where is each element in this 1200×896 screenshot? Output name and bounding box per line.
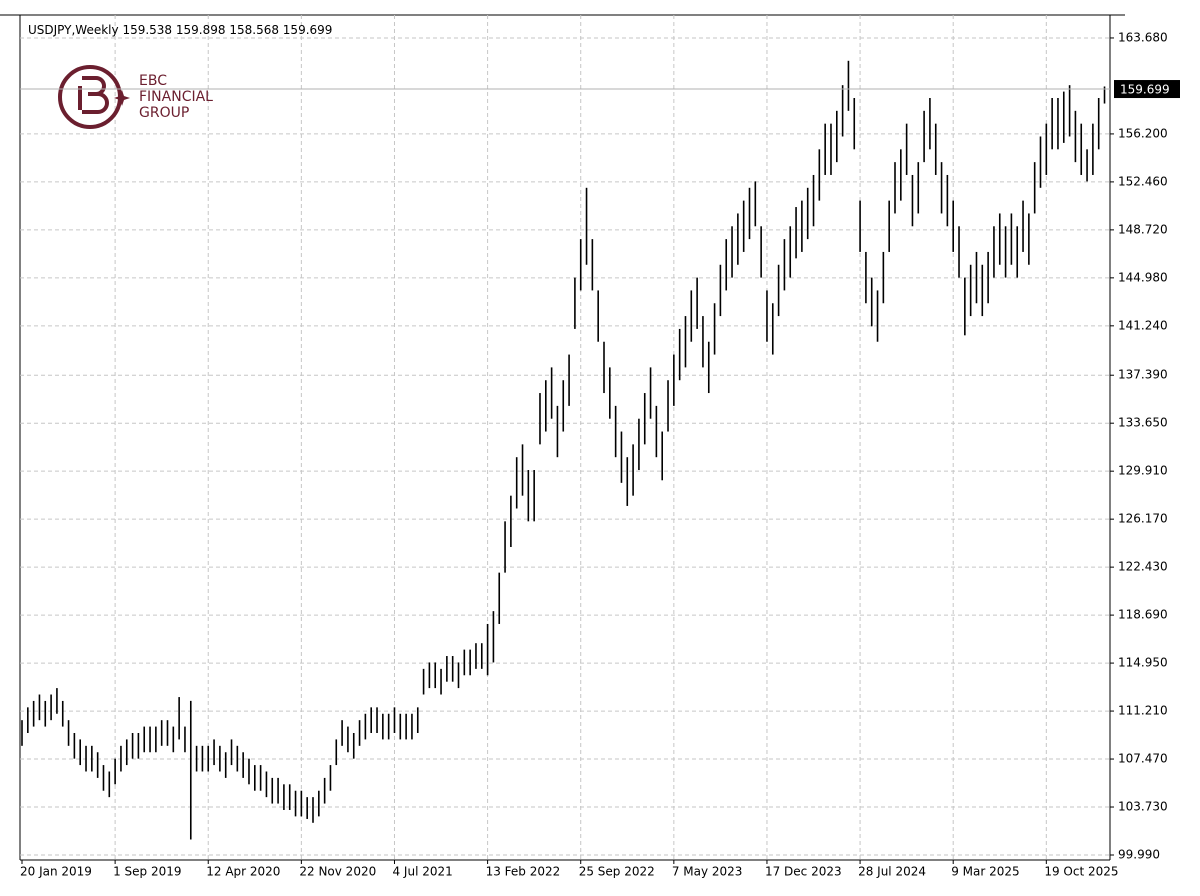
y-tick-label: 107.470 (1118, 752, 1168, 766)
x-tick-label: 1 Sep 2019 (113, 865, 181, 879)
x-tick-label: 9 Mar 2025 (951, 865, 1019, 879)
y-tick-label: 114.950 (1118, 656, 1168, 670)
y-tick-label: 137.390 (1118, 368, 1168, 382)
y-tick-label: 129.910 (1118, 464, 1168, 478)
x-tick-label: 4 Jul 2021 (392, 865, 452, 879)
logo-text: EBC (139, 73, 167, 89)
high: 159.898 (176, 23, 226, 37)
price-label: 159.699 (1120, 83, 1170, 97)
x-tick-label: 20 Jan 2019 (20, 865, 92, 879)
y-tick-label: 163.680 (1118, 30, 1168, 44)
logo-mark (78, 76, 109, 114)
y-tick-label: 99.990 (1118, 847, 1160, 861)
x-tick-label: 25 Sep 2022 (579, 865, 655, 879)
price-label-box (1114, 80, 1180, 99)
bars (21, 60, 1106, 840)
y-tick-label: 152.460 (1118, 174, 1168, 188)
y-tick-label: 133.650 (1118, 416, 1168, 430)
low: 158.568 (229, 23, 279, 37)
y-tick-label: 148.720 (1118, 222, 1168, 236)
y-tick-label: 103.730 (1118, 800, 1168, 814)
header: USDJPY,Weekly 159.538 159.898 158.568 15… (28, 23, 332, 37)
x-tick-label: 13 Feb 2022 (486, 865, 561, 879)
close: 159.699 (283, 23, 333, 37)
x-tick-label: 12 Apr 2020 (206, 865, 280, 879)
logo: EBC FINANCIAL GROUP (58, 65, 213, 129)
y-tick-label: 141.240 (1118, 318, 1168, 332)
x-tick-label: 28 Jul 2024 (858, 865, 926, 879)
y-tick-label: 126.170 (1118, 512, 1168, 526)
y-tick-label: 111.210 (1118, 704, 1168, 718)
y-tick-label: 156.200 (1118, 126, 1168, 140)
x-tick-label: 7 May 2023 (672, 865, 743, 879)
logo-text: FINANCIAL (139, 89, 213, 105)
symbol: USDJPY,Weekly (28, 23, 119, 37)
x-tick-label: 22 Nov 2020 (299, 865, 376, 879)
x-tick-label: 17 Dec 2023 (765, 865, 842, 879)
x-tick-label: 19 Oct 2025 (1044, 865, 1118, 879)
logo-text: GROUP (139, 105, 189, 121)
open: 159.538 (122, 23, 172, 37)
y-tick-label: 122.430 (1118, 560, 1168, 574)
grid (20, 15, 1110, 860)
logo-star (114, 90, 130, 106)
y-tick-label: 118.690 (1118, 608, 1168, 622)
y-tick-label: 144.980 (1118, 270, 1168, 284)
